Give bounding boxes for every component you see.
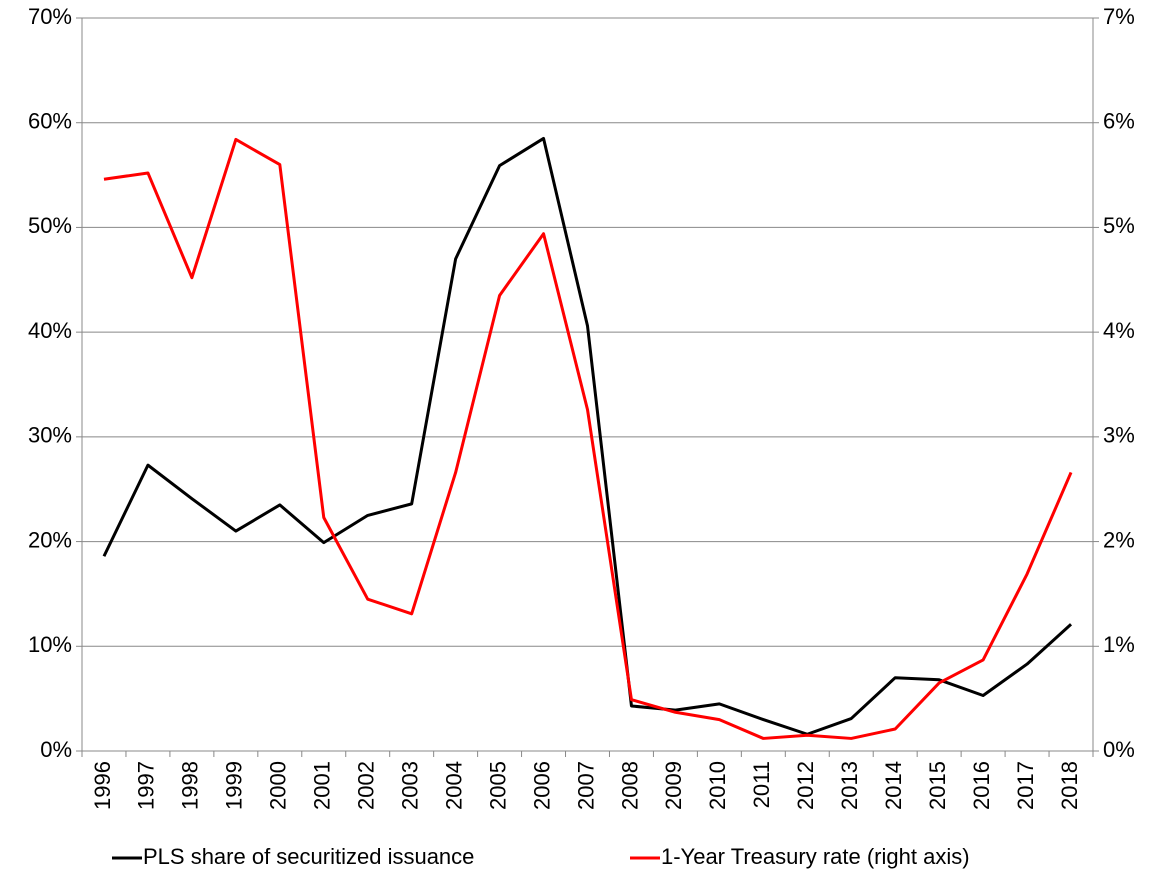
x-tick-label: 1997 xyxy=(134,761,159,810)
legend-label: PLS share of securitized issuance xyxy=(143,844,474,869)
y2-tick-label: 1% xyxy=(1103,632,1135,657)
x-tick-label: 2016 xyxy=(969,761,994,810)
x-tick-label: 1996 xyxy=(90,761,115,810)
series-line xyxy=(103,137,1073,740)
x-tick-label: 2015 xyxy=(925,761,950,810)
x-tick-label: 2003 xyxy=(397,761,422,810)
x-tick-label: 2009 xyxy=(661,761,686,810)
legend-label: 1-Year Treasury rate (right axis) xyxy=(661,844,970,869)
x-tick-label: 2013 xyxy=(837,761,862,810)
series-line xyxy=(102,136,1073,736)
y2-tick-label: 0% xyxy=(1103,737,1135,762)
x-tick-label: 2018 xyxy=(1057,761,1082,810)
y2-tick-label: 3% xyxy=(1103,423,1135,448)
y-tick-label: 60% xyxy=(28,109,72,134)
x-tick-label: 1998 xyxy=(178,761,203,810)
x-tick-label: 2011 xyxy=(749,761,774,808)
y-tick-label: 70% xyxy=(28,4,72,29)
y-tick-label: 50% xyxy=(28,213,72,238)
y2-tick-label: 4% xyxy=(1103,318,1135,343)
x-tick-label: 2006 xyxy=(529,761,554,810)
y-tick-label: 30% xyxy=(28,423,72,448)
x-tick-label: 2012 xyxy=(793,761,818,810)
x-tick-label: 2014 xyxy=(881,761,906,810)
x-tick-label: 2000 xyxy=(266,761,291,810)
x-tick-label: 2008 xyxy=(617,761,642,810)
x-tick-label: 2010 xyxy=(705,761,730,810)
y-tick-label: 10% xyxy=(28,632,72,657)
y-tick-label: 20% xyxy=(28,527,72,552)
x-tick-label: 1999 xyxy=(222,761,247,810)
x-tick-label: 2004 xyxy=(441,761,466,810)
x-tick-label: 2002 xyxy=(354,761,379,810)
y2-tick-label: 6% xyxy=(1103,109,1135,134)
y-tick-label: 0% xyxy=(40,737,72,762)
y2-tick-label: 2% xyxy=(1103,527,1135,552)
x-tick-label: 2001 xyxy=(310,761,335,810)
y2-tick-label: 7% xyxy=(1103,4,1135,29)
y-tick-label: 40% xyxy=(28,318,72,343)
y2-tick-label: 5% xyxy=(1103,213,1135,238)
x-tick-label: 2007 xyxy=(573,761,598,810)
x-tick-label: 2017 xyxy=(1013,761,1038,810)
x-tick-label: 2005 xyxy=(485,761,510,810)
